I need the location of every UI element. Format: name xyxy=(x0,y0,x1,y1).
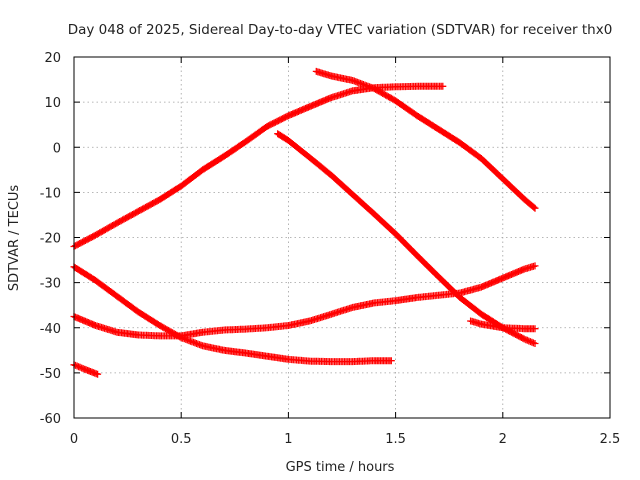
grid-lines xyxy=(74,57,610,418)
y-tick-labels: -60 -50 -40 -30 -20 -10 0 10 20 xyxy=(40,51,61,427)
chart-title: Day 048 of 2025, Sidereal Day-to-day VTE… xyxy=(68,22,613,38)
series-marks xyxy=(467,317,539,333)
y-tick-label: 0 xyxy=(53,141,61,156)
x-tick-labels: 0 0.5 1 1.5 2 2.5 xyxy=(70,432,620,447)
y-tick-label: -50 xyxy=(40,367,61,382)
x-tick-label: 1 xyxy=(284,432,292,447)
y-axis-label: SDTVAR / TECUs xyxy=(7,185,22,292)
x-tick-label: 1.5 xyxy=(385,432,406,447)
x-tick-label: 0.5 xyxy=(171,432,192,447)
x-tick-label: 0 xyxy=(70,432,78,447)
series-marks xyxy=(274,130,539,347)
y-tick-label: 10 xyxy=(44,96,61,111)
series-s3 xyxy=(274,130,539,347)
y-tick-label: -30 xyxy=(40,277,61,292)
y-tick-label: 20 xyxy=(44,51,61,66)
x-axis-label: GPS time / hours xyxy=(286,460,395,475)
series-s4 xyxy=(70,263,395,366)
x-tick-label: 2.5 xyxy=(600,432,621,447)
y-tick-label: -10 xyxy=(40,186,61,201)
series-s2 xyxy=(312,67,539,212)
series-marks xyxy=(70,361,102,378)
series-marks xyxy=(312,67,539,212)
series-s6 xyxy=(467,317,539,333)
axis-ticks xyxy=(73,56,611,419)
y-tick-label: -60 xyxy=(40,412,61,427)
data-marks xyxy=(70,67,539,378)
series-s7 xyxy=(70,361,102,378)
series-marks xyxy=(70,263,395,366)
y-tick-label: -20 xyxy=(40,232,61,247)
x-tick-label: 2 xyxy=(499,432,507,447)
y-tick-label: -40 xyxy=(40,322,61,337)
